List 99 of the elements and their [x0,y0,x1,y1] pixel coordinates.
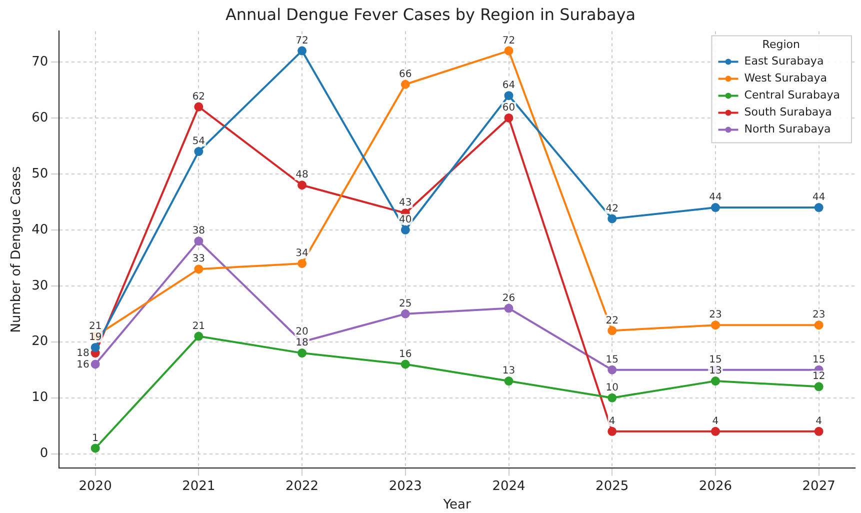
y-tick-label: 20 [32,334,48,350]
point [298,258,307,268]
data-label: 40 [399,214,412,226]
point [608,214,617,224]
point [298,46,307,56]
point [504,304,514,313]
data-label: 26 [502,292,516,304]
data-label: 13 [709,366,722,377]
data-label: 25 [399,298,412,310]
chart-title: Annual Dengue Fever Cases by Region in Surabaya [225,4,636,24]
x-tick-label: 2024 [492,478,526,494]
point [710,320,720,330]
point [194,147,204,156]
data-label: 62 [192,91,206,102]
data-label: 15 [812,354,826,366]
data-label: 23 [812,310,826,321]
x-tick-label: 2025 [596,478,629,494]
point [608,426,617,436]
x-tick-label: 2021 [182,478,216,494]
data-label: 43 [399,198,412,209]
point [814,203,824,212]
x-axis-title: Year [442,498,472,513]
data-label: 12 [812,371,826,382]
data-label: 54 [192,136,206,148]
data-label: 38 [192,226,206,237]
point [814,320,824,330]
x-tick-label: 2022 [285,478,319,494]
data-label: 44 [812,192,826,204]
x-tick-label: 2023 [388,478,422,494]
y-tick-label: 30 [32,278,48,294]
data-label: 16 [399,348,412,360]
y-axis-title: Number of Dengue Cases [9,166,24,333]
point [814,426,824,436]
point [400,360,410,369]
point [710,426,720,436]
point [710,376,720,386]
y-tick-label: 70 [32,54,48,70]
point [710,203,720,212]
point [400,225,410,234]
data-label: 21 [88,320,102,332]
data-label: 10 [606,382,618,394]
data-label: 64 [502,80,516,92]
point [194,236,204,246]
point [194,332,204,341]
x-tick-label: 2027 [802,478,836,494]
point [504,113,514,122]
point [608,365,617,374]
point [298,348,307,358]
data-label: 15 [709,354,722,366]
data-label: 72 [502,35,516,46]
data-label: 23 [709,310,722,321]
y-tick-label: 0 [40,446,48,462]
point [814,382,824,392]
x-tick-label: 2026 [698,478,732,494]
point [90,360,100,369]
legend-label: North Surabaya [744,122,831,136]
data-label: 42 [606,203,618,214]
point [90,444,100,453]
point [90,342,100,352]
data-label: 19 [88,332,102,344]
y-tick-label: 10 [32,390,48,406]
data-label: 18 [296,338,308,349]
data-label: 4 [712,416,719,428]
y-tick-label: 50 [32,166,48,182]
legend-label: East Surabaya [744,54,824,68]
data-label: 13 [502,366,516,377]
data-label: 48 [296,170,308,181]
point [194,102,204,112]
y-tick-label: 60 [32,110,48,126]
point [608,326,617,336]
data-label: 44 [709,192,722,204]
point [400,80,410,89]
point [504,46,514,56]
data-label: 34 [296,248,308,260]
legend-label: Central Surabaya [744,88,840,102]
data-label: 15 [606,354,618,366]
point [608,393,617,402]
point [504,376,514,386]
legend-label: South Surabaya [744,106,832,119]
data-label: 22 [606,315,618,326]
data-label: 66 [399,68,412,80]
legend-title: Region [762,38,800,52]
data-label: 18 [76,348,90,360]
data-label: 16 [76,359,90,370]
data-label: 21 [192,320,206,332]
point [400,309,410,318]
point [504,91,514,100]
y-tick-label: 40 [32,222,48,238]
point [194,264,204,274]
data-label: 4 [608,416,616,428]
data-label: 4 [816,416,822,428]
x-tick-label: 2020 [78,478,112,494]
data-label: 72 [296,35,308,46]
data-label: 33 [192,254,206,265]
legend-label: West Surabaya [744,72,827,85]
data-label: 20 [296,326,308,338]
data-label: 1 [92,432,99,444]
data-label: 60 [502,102,516,114]
point [298,180,307,190]
